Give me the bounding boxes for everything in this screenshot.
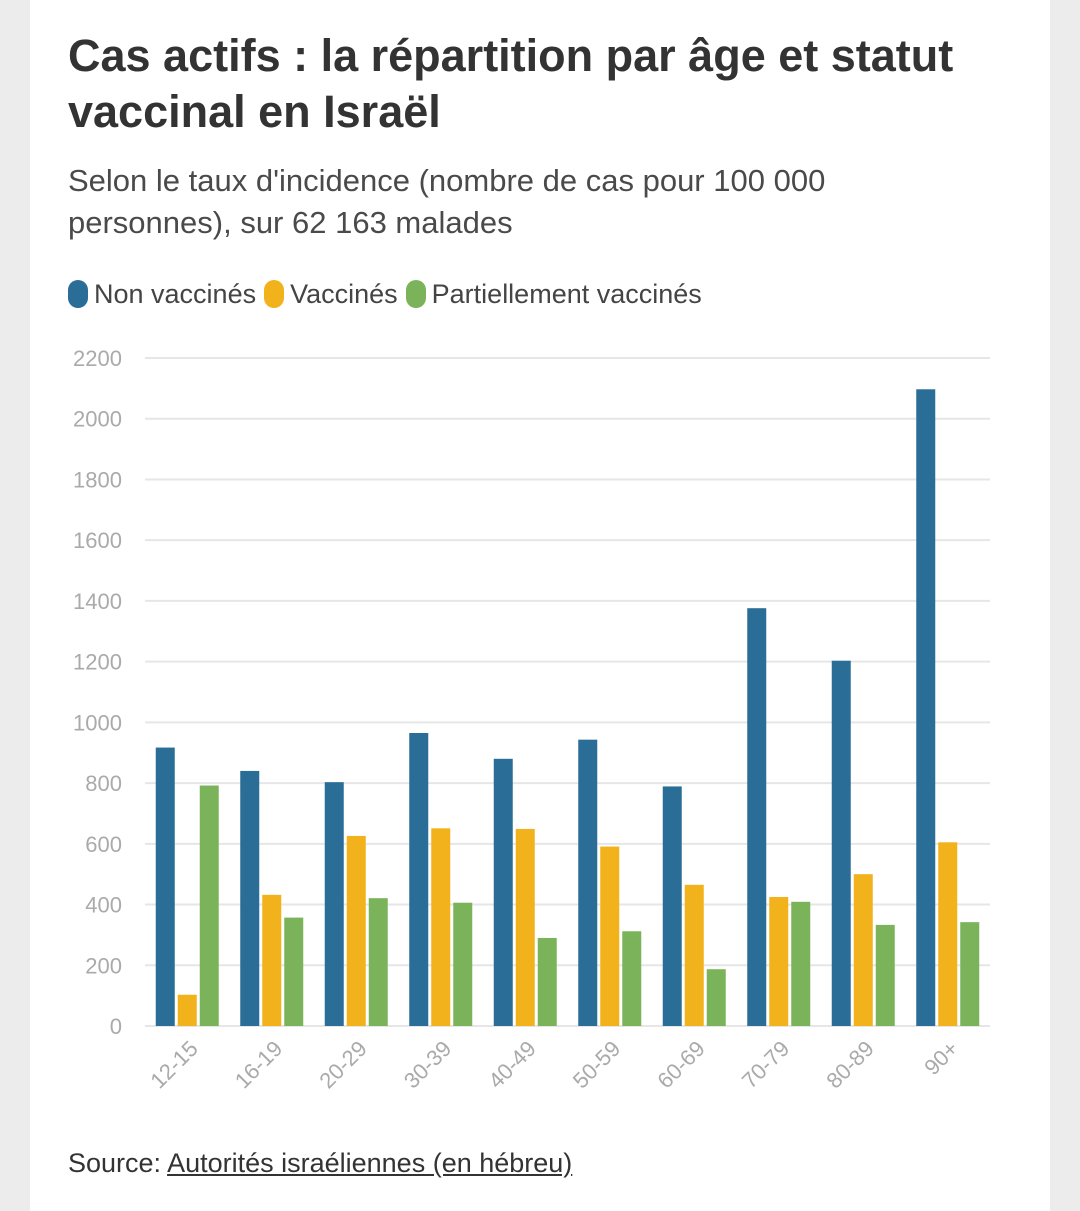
y-tick-label: 2200	[73, 346, 122, 371]
legend-swatch-non-vaccines	[68, 280, 88, 308]
legend-item-partiellement-vaccines[interactable]: Partiellement vaccinés	[405, 278, 702, 310]
bar-20-29-non-vaccinés[interactable]	[324, 782, 344, 1026]
bar-30-39-vaccinés[interactable]	[431, 828, 451, 1026]
legend-label-partiellement-vaccines: Partiellement vaccinés	[431, 278, 702, 309]
x-tick-label: 16-19	[230, 1036, 287, 1093]
bar-80-89-partiellement-vaccinés[interactable]	[875, 924, 895, 1026]
x-tick-label: 90+	[919, 1036, 963, 1080]
y-tick-label: 1800	[73, 467, 122, 492]
y-tick-label: 400	[85, 893, 122, 918]
y-tick-label: 1000	[73, 710, 122, 735]
bar-50-59-vaccinés[interactable]	[600, 846, 620, 1026]
bar-12-15-partiellement-vaccinés[interactable]	[199, 785, 219, 1026]
y-tick-label: 800	[85, 771, 122, 796]
y-tick-label: 200	[85, 953, 122, 978]
bar-20-29-partiellement-vaccinés[interactable]	[368, 898, 388, 1026]
chart-card: Cas actifs : la répartition par âge et s…	[30, 0, 1050, 1211]
bar-80-89-non-vaccinés[interactable]	[831, 660, 851, 1026]
legend-label-vaccines: Vaccinés	[290, 278, 398, 309]
source-line: Source: Autorités israéliennes (en hébre…	[68, 1148, 572, 1179]
bars	[155, 389, 980, 1026]
bar-60-69-non-vaccinés[interactable]	[662, 786, 682, 1026]
x-axis-ticks: 12-15 16-19 20-29 30-39 40-49 50-59 60-69 70-79…	[145, 1036, 963, 1093]
bar-20-29-vaccinés[interactable]	[346, 835, 366, 1026]
bar-60-69-vaccinés[interactable]	[684, 884, 704, 1026]
legend-swatch-vaccines	[264, 280, 285, 308]
bar-50-59-non-vaccinés[interactable]	[578, 739, 598, 1026]
bar-70-79-non-vaccinés[interactable]	[747, 608, 767, 1026]
legend-label-non-vaccines: Non vaccinés	[94, 278, 257, 309]
y-axis-ticks: 0 200 400 600 800 1000 1200 1400 1600 1800 2000 220…	[73, 346, 122, 1039]
bar-30-39-partiellement-vaccinés[interactable]	[453, 902, 473, 1026]
bar-90+-vaccinés[interactable]	[938, 842, 958, 1026]
y-tick-label: 600	[85, 832, 122, 857]
x-tick-label: 40-49	[483, 1036, 540, 1093]
bar-16-19-vaccinés[interactable]	[262, 894, 282, 1026]
x-tick-label: 80-89	[821, 1036, 878, 1093]
chart-subtitle: Selon le taux d'incidence (nombre de cas…	[68, 163, 826, 240]
x-tick-label: 30-39	[399, 1036, 456, 1093]
bar-50-59-partiellement-vaccinés[interactable]	[622, 931, 642, 1026]
bar-90+-partiellement-vaccinés[interactable]	[960, 922, 980, 1026]
y-tick-label: 1400	[73, 589, 122, 614]
bar-chart: 0 200 400 600 800 1000 1200 1400 1600 1800 2000 220…	[73, 346, 990, 1093]
legend-swatch-partiellement-vaccines	[405, 280, 426, 308]
bar-12-15-non-vaccinés[interactable]	[155, 747, 175, 1026]
bar-70-79-vaccinés[interactable]	[769, 896, 789, 1026]
legend-item-non-vaccines[interactable]: Non vaccinés	[68, 279, 256, 310]
bar-80-89-vaccinés[interactable]	[853, 874, 873, 1026]
y-tick-label: 1600	[73, 528, 122, 553]
bar-40-49-non-vaccinés[interactable]	[493, 758, 513, 1026]
bar-16-19-non-vaccinés[interactable]	[240, 770, 260, 1026]
chart-title: Cas actifs : la répartition par âge et s…	[68, 30, 954, 137]
y-tick-label: 1200	[73, 650, 122, 675]
x-tick-label: 12-15	[145, 1036, 202, 1093]
bar-30-39-non-vaccinés[interactable]	[409, 732, 429, 1026]
bar-16-19-partiellement-vaccinés[interactable]	[284, 917, 304, 1026]
x-tick-label: 50-59	[568, 1036, 625, 1093]
y-tick-label: 2000	[73, 407, 122, 432]
bar-70-79-partiellement-vaccinés[interactable]	[791, 901, 811, 1026]
bar-40-49-vaccinés[interactable]	[515, 828, 535, 1026]
legend-item-vaccines[interactable]: Vaccinés	[264, 279, 398, 310]
x-tick-label: 70-79	[737, 1036, 794, 1093]
chart-legend: Non vaccinés Vaccinés Partiellement vacc…	[68, 277, 710, 311]
bar-90+-non-vaccinés[interactable]	[916, 389, 936, 1026]
source-label: Source:	[68, 1148, 168, 1178]
bar-40-49-partiellement-vaccinés[interactable]	[537, 937, 557, 1026]
x-tick-label: 20-29	[314, 1036, 371, 1093]
bar-60-69-partiellement-vaccinés[interactable]	[706, 969, 726, 1026]
bar-12-15-vaccinés[interactable]	[177, 994, 197, 1026]
y-tick-label: 0	[110, 1014, 122, 1039]
x-tick-label: 60-69	[652, 1036, 709, 1093]
source-link[interactable]: Autorités israéliennes (en hébreu)	[167, 1148, 573, 1178]
